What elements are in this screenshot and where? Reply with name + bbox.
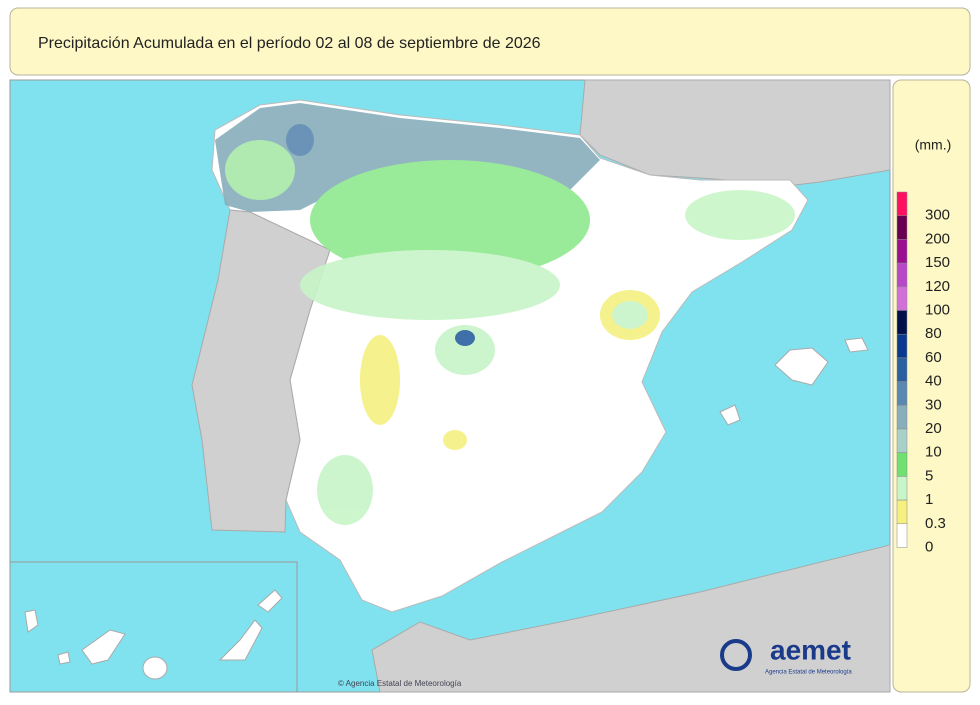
map-title: Precipitación Acumulada en el período 02… — [38, 35, 541, 52]
title-box — [9, 7, 971, 76]
legend-label: 100 — [925, 301, 950, 318]
logo-icon — [720, 639, 752, 671]
africa — [371, 544, 891, 693]
legend-swatch — [896, 452, 908, 477]
legend-label: 20 — [925, 420, 942, 437]
legend-swatch — [896, 191, 908, 216]
menorca — [844, 337, 869, 353]
precipitation-areas — [215, 103, 795, 525]
legend-swatch — [896, 428, 908, 453]
logo-subtitle: Agencia Estatal de Meteorología — [765, 670, 852, 676]
legend-swatch — [896, 286, 908, 311]
legend-swatch — [896, 499, 908, 525]
legend-swatch — [896, 239, 908, 264]
legend-swatch — [896, 262, 908, 288]
legend-swatch — [896, 523, 908, 548]
canary-inset-border — [10, 561, 298, 692]
logo-name: aemet — [770, 634, 851, 665]
canary-islands — [24, 589, 283, 680]
legend-swatch — [896, 333, 908, 359]
legend: 300 200 150 120 100 80 60 40 30 20 10 5 1 0.3 0 — [896, 191, 950, 555]
legend-label: 150 — [925, 254, 950, 271]
legend-label: 0 — [925, 538, 933, 555]
mallorca — [774, 347, 829, 386]
legend-unit: (mm.) — [915, 137, 952, 153]
legend-swatch — [896, 357, 908, 382]
legend-swatch — [896, 405, 908, 430]
legend-label: 300 — [925, 207, 950, 224]
legend-label: 60 — [925, 349, 942, 366]
legend-box — [892, 79, 971, 693]
legend-label: 200 — [925, 230, 950, 247]
legend-label: 30 — [925, 396, 942, 413]
legend-label: 10 — [925, 444, 942, 461]
legend-label: 5 — [925, 467, 933, 484]
ibiza — [719, 404, 741, 426]
legend-swatch — [896, 476, 908, 501]
legend-swatch — [896, 381, 908, 406]
credit: © Agencia Estatal de Meteorología — [338, 679, 462, 688]
legend-label: 1 — [925, 491, 933, 508]
legend-label: 80 — [925, 325, 942, 342]
legend-swatch — [896, 215, 908, 240]
legend-label: 40 — [925, 373, 942, 390]
legend-label: 0.3 — [925, 515, 946, 532]
map: aemet Agencia Estatal de Meteorología © … — [9, 79, 891, 693]
legend-swatch — [896, 310, 908, 335]
legend-label: 120 — [925, 278, 950, 295]
